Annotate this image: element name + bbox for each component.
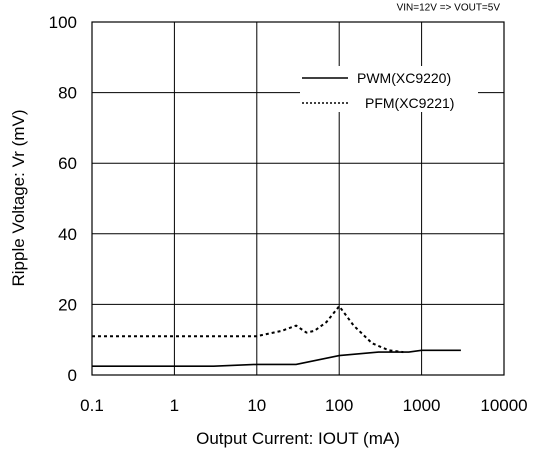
y-tick-label: 100 (49, 13, 77, 32)
series-layer (92, 304, 461, 368)
legend: PWM(XC9220) PFM(XC9221) (302, 70, 454, 111)
legend-background (300, 66, 478, 112)
x-tick-labels: 0.1 1 10 100 1000 10000 (80, 396, 527, 415)
x-tick-label: 1 (170, 396, 179, 415)
y-tick-label: 40 (58, 225, 77, 244)
y-tick-label: 80 (58, 84, 77, 103)
x-tick-label: 100 (325, 396, 353, 415)
condition-text: VIN=12V => VOUT=5V (397, 2, 501, 13)
y-axis-label: Ripple Voltage: Vr (mV) (9, 110, 28, 287)
x-tick-label: 10 (247, 396, 266, 415)
y-tick-labels: 0 20 40 60 80 100 (49, 13, 77, 385)
y-tick-label: 60 (58, 154, 77, 173)
y-tick-label: 20 (58, 295, 77, 314)
x-tick-label: 10000 (480, 396, 527, 415)
legend-label: PFM(XC9221) (365, 95, 454, 111)
legend-label: PWM(XC9220) (357, 70, 451, 86)
series-line-pwm (92, 349, 461, 368)
x-tick-label: 1000 (403, 396, 441, 415)
x-axis-label: Output Current: IOUT (mA) (196, 429, 400, 448)
series-line-pfm (92, 304, 404, 354)
y-tick-label: 0 (68, 366, 77, 385)
plot-frame (91, 21, 505, 376)
x-tick-label: 0.1 (80, 396, 104, 415)
